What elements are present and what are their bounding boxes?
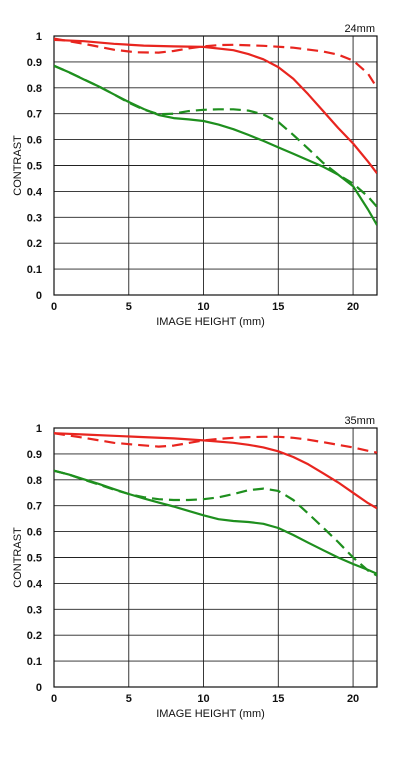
plot-frame — [53, 427, 378, 688]
y-tick-label: 1 — [36, 31, 42, 43]
x-tick-label: 10 — [197, 301, 209, 313]
y-tick-label: 0.5 — [27, 553, 42, 565]
y-tick-label: 0 — [36, 290, 42, 302]
y-tick-label: 0.7 — [27, 501, 42, 513]
x-tick-label: 5 — [126, 693, 132, 705]
y-tick-label: 0.9 — [27, 57, 42, 69]
y-tick-label: 0.2 — [27, 238, 42, 250]
y-tick-label: 0.5 — [27, 161, 42, 173]
series-line-3 — [54, 64, 377, 226]
x-tick-label: 15 — [272, 301, 284, 313]
focal-length-label: 24mm — [344, 23, 375, 35]
chart-1: 00.10.20.30.40.50.60.70.80.910 5 10 15 20IMA… — [12, 23, 378, 328]
y-tick-label: 0.4 — [27, 578, 43, 590]
x-tick-label: 0 — [51, 301, 57, 313]
x-tick-label: 15 — [272, 693, 284, 705]
chart-2: 00.10.20.30.40.50.60.70.80.910 5 10 15 20IMA… — [12, 415, 378, 720]
y-tick-label: 0.8 — [27, 475, 42, 487]
y-tick-label: 0.6 — [27, 527, 42, 539]
x-tick-label: 10 — [197, 693, 209, 705]
x-axis-label: IMAGE HEIGHT (mm) — [156, 708, 265, 720]
y-tick-label: 0.3 — [27, 604, 42, 616]
y-tick-label: 0.2 — [27, 630, 42, 642]
series-line-2 — [54, 432, 377, 454]
series-line-1 — [54, 38, 377, 174]
series-line-4 — [54, 469, 377, 577]
series-line-2 — [54, 37, 377, 89]
y-tick-label: 0.7 — [27, 109, 42, 121]
x-tick-label: 0 — [51, 693, 57, 705]
x-axis-label: IMAGE HEIGHT (mm) — [156, 316, 265, 328]
plot-frame — [53, 35, 378, 296]
y-axis-label: CONTRAST — [12, 527, 24, 588]
series-line-3 — [54, 469, 377, 575]
y-axis-label: CONTRAST — [12, 135, 24, 196]
y-tick-label: 0.1 — [27, 264, 42, 276]
x-tick-label: 20 — [347, 693, 359, 705]
y-tick-label: 0.3 — [27, 212, 42, 224]
y-tick-label: 1 — [36, 423, 42, 435]
y-tick-label: 0.8 — [27, 83, 42, 95]
y-tick-label: 0.6 — [27, 135, 42, 147]
y-tick-label: 0 — [36, 682, 42, 694]
y-tick-label: 0.1 — [27, 656, 42, 668]
focal-length-label: 35mm — [344, 415, 375, 427]
x-tick-label: 5 — [126, 301, 132, 313]
series-line-4 — [54, 64, 377, 208]
series-line-1 — [54, 432, 377, 510]
y-tick-label: 0.4 — [27, 186, 43, 198]
y-tick-label: 0.9 — [27, 449, 42, 461]
x-tick-label: 20 — [347, 301, 359, 313]
